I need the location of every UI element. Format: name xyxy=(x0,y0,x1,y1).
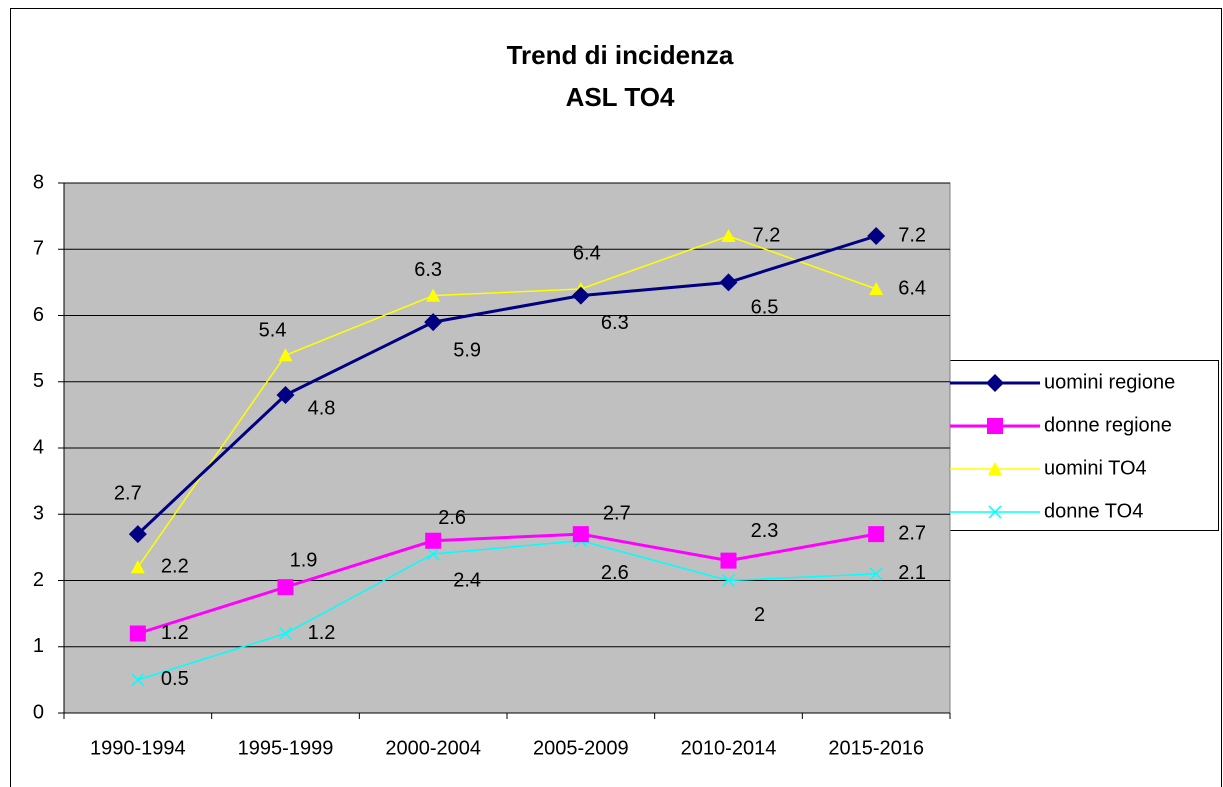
marker xyxy=(986,374,1004,392)
y-tick-label: 6 xyxy=(33,304,44,326)
marker xyxy=(131,673,145,687)
marker xyxy=(719,273,738,292)
data-label: 6.4 xyxy=(573,242,601,264)
data-label: 2.4 xyxy=(453,569,481,591)
y-tick-label: 1 xyxy=(33,635,44,657)
legend-label: uomini TO4 xyxy=(1044,457,1147,479)
series-line xyxy=(137,532,877,635)
marker xyxy=(426,547,440,561)
marker xyxy=(128,525,147,544)
data-label: 6.4 xyxy=(898,277,926,299)
marker xyxy=(277,579,294,596)
chart-border xyxy=(10,8,1222,787)
legend-box xyxy=(945,360,1219,531)
data-label: 1.2 xyxy=(161,622,189,644)
y-tick-label: 0 xyxy=(33,701,44,723)
chart-title: Trend di incidenza xyxy=(507,40,734,70)
y-tick-label: 3 xyxy=(33,503,44,525)
y-tick-label: 8 xyxy=(33,171,44,193)
data-label: 7.2 xyxy=(898,224,926,246)
series xyxy=(131,534,883,687)
marker xyxy=(721,229,736,242)
marker xyxy=(424,313,443,332)
data-label: 2.3 xyxy=(751,520,779,542)
marker xyxy=(278,626,293,641)
x-tick-label: 2000-2004 xyxy=(385,737,481,759)
data-label: 7.2 xyxy=(753,224,781,246)
x-tick-label: 2010-2014 xyxy=(681,737,777,759)
marker xyxy=(426,288,441,302)
marker xyxy=(276,386,295,404)
marker xyxy=(278,348,293,362)
marker xyxy=(868,526,885,543)
marker xyxy=(130,560,145,574)
x-tick-label: 2015-2016 xyxy=(828,737,924,759)
data-label: 2.2 xyxy=(161,556,189,578)
series-line xyxy=(137,539,877,681)
legend-label: donne TO4 xyxy=(1044,500,1143,522)
data-label: 0.5 xyxy=(161,668,189,690)
marker xyxy=(129,625,146,642)
data-label: 2 xyxy=(754,604,765,626)
data-label: 2.7 xyxy=(603,502,631,524)
marker xyxy=(869,567,883,581)
chart-subtitle: ASL TO4 xyxy=(566,82,675,112)
data-label: 2.1 xyxy=(898,562,926,584)
x-tick-label: 1995-1999 xyxy=(238,737,334,759)
series xyxy=(128,227,886,544)
marker xyxy=(987,418,1003,434)
data-label: 6.3 xyxy=(601,312,629,334)
data-label: 5.4 xyxy=(259,320,287,342)
marker xyxy=(425,532,442,549)
series xyxy=(129,526,885,642)
marker xyxy=(867,227,886,245)
y-tick-label: 4 xyxy=(33,436,44,458)
x-tick-label: 1990-1994 xyxy=(90,737,186,759)
data-label: 4.8 xyxy=(308,397,336,419)
legend-label: donne regione xyxy=(1044,414,1172,436)
marker xyxy=(721,573,736,588)
data-label: 1.9 xyxy=(290,549,318,571)
data-label: 2.6 xyxy=(438,507,466,529)
series-line xyxy=(136,234,877,536)
x-tick-label: 2005-2009 xyxy=(533,737,629,759)
marker xyxy=(988,505,1002,519)
marker xyxy=(571,286,590,305)
data-label: 6.5 xyxy=(751,297,779,319)
data-label: 5.9 xyxy=(453,339,481,361)
data-label: 1.2 xyxy=(308,622,336,644)
series-line xyxy=(137,235,877,568)
y-tick-label: 5 xyxy=(33,370,44,392)
data-label: 6.3 xyxy=(414,259,442,281)
data-label: 2.7 xyxy=(114,482,142,504)
marker xyxy=(572,526,589,543)
marker xyxy=(869,282,884,295)
y-tick-label: 2 xyxy=(33,569,44,591)
marker xyxy=(988,462,1002,475)
y-tick-label: 7 xyxy=(33,238,44,260)
data-label: 2.7 xyxy=(898,522,926,544)
legend-label: uomini regione xyxy=(1044,371,1175,393)
marker xyxy=(720,552,737,569)
data-label: 2.6 xyxy=(601,562,629,584)
